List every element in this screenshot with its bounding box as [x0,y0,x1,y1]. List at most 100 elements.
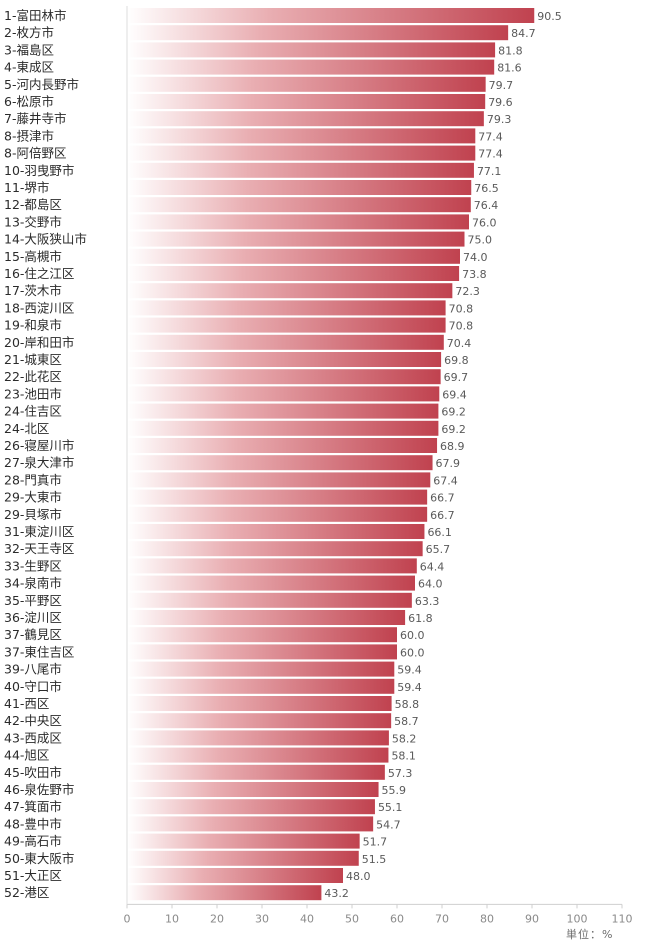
bar [127,558,417,574]
category-label: 8-阿倍野区 [4,146,66,161]
value-label: 66.7 [430,509,455,522]
category-label: 36-淀川区 [4,610,62,625]
bar [127,162,474,178]
bar [127,403,439,419]
bar [127,885,322,901]
value-label: 70.8 [449,320,474,333]
bar [127,231,465,247]
bar [127,489,428,505]
bar [127,300,446,316]
value-label: 59.4 [397,664,422,677]
bar [127,472,431,488]
value-label: 72.3 [455,285,480,298]
category-label: 49-高石市 [4,834,62,849]
category-label: 1-富田林市 [4,8,66,23]
value-label: 60.0 [400,646,425,659]
bar [127,42,496,58]
value-label: 70.8 [449,302,474,315]
bar [127,455,433,471]
category-label: 12-都島区 [4,197,62,212]
value-label: 66.1 [427,526,452,539]
category-label: 2-枚方市 [4,25,54,40]
category-label: 13-交野市 [4,214,62,229]
bar [127,816,374,832]
category-label: 42-中央区 [4,713,62,728]
x-tick-label: 50 [345,912,359,925]
value-label: 69.2 [441,406,466,419]
category-label: 20-岸和田市 [4,335,74,350]
value-label: 60.0 [400,629,425,642]
bar [127,420,439,436]
x-tick-label: 40 [300,912,314,925]
bar [127,352,442,367]
bar [127,214,469,230]
category-label: 50-東大阪市 [4,851,74,866]
category-label: 4-東成区 [4,60,54,75]
value-label: 64.0 [418,578,443,591]
category-label: 47-箕面市 [4,799,62,814]
value-label: 59.4 [397,681,422,694]
category-label: 35-平野区 [4,593,62,608]
category-label: 19-和泉市 [4,318,62,333]
value-label: 81.8 [498,44,522,57]
category-label: 40-守口市 [4,679,62,694]
category-label: 45-吹田市 [4,765,62,780]
category-label: 8-摂津市 [4,128,54,143]
value-label: 58.8 [395,698,420,711]
category-label: 27-泉大津市 [4,455,74,470]
value-label: 68.9 [440,440,465,453]
value-label: 67.4 [433,474,458,487]
bars-group [127,8,535,901]
value-label: 75.0 [468,234,493,247]
category-label: 23-池田市 [4,386,62,401]
bar [127,644,397,660]
bar [127,386,440,402]
value-label: 61.8 [408,612,433,625]
value-labels: 90.584.7 81.8 81.6 79.7 79.6 79.3 77.4 77.4 77.1… [324,10,561,900]
category-label: 29-貝塚市 [4,507,62,522]
category-label: 33-生野区 [4,558,62,573]
bar [127,59,495,75]
value-label: 84.7 [511,27,536,40]
bar [127,145,476,161]
value-label: 51.7 [363,836,388,849]
bar [127,764,385,780]
bar [127,248,460,264]
value-label: 64.4 [420,560,445,573]
value-label: 65.7 [426,543,451,556]
value-label: 79.7 [489,79,514,92]
bar [127,678,395,694]
bar [127,438,438,453]
bar [127,661,395,677]
value-label: 58.1 [391,750,416,763]
value-label: 55.1 [378,801,403,814]
bar [127,76,486,92]
bar [127,696,392,711]
category-label: 52-港区 [4,885,49,900]
category-label: 41-西区 [4,696,49,711]
value-label: 73.8 [462,268,487,281]
category-label: 46-泉佐野市 [4,782,74,797]
value-label: 79.6 [488,96,513,109]
x-tick-label: 90 [525,912,539,925]
category-label: 37-東住吉区 [4,644,74,659]
value-label: 69.7 [444,371,469,384]
x-tick-label: 70 [435,912,449,925]
bar [127,850,359,866]
category-label: 43-西成区 [4,730,62,745]
x-tick-label: 30 [255,912,269,925]
bar [127,541,423,557]
bar [127,283,453,299]
unit-label: 単位：% [566,927,613,941]
category-label: 3-福島区 [4,42,54,57]
value-label: 67.9 [436,457,461,470]
bar [127,506,428,522]
category-label: 44-旭区 [4,748,49,763]
category-label: 29-大東市 [4,490,62,505]
category-label: 26-寝屋川市 [4,438,74,453]
value-label: 48.0 [346,870,371,883]
value-label: 63.3 [415,595,440,608]
category-label: 17-茨木市 [4,283,62,298]
category-label: 22-此花区 [4,369,62,384]
category-label: 18-西淀川区 [4,300,74,315]
